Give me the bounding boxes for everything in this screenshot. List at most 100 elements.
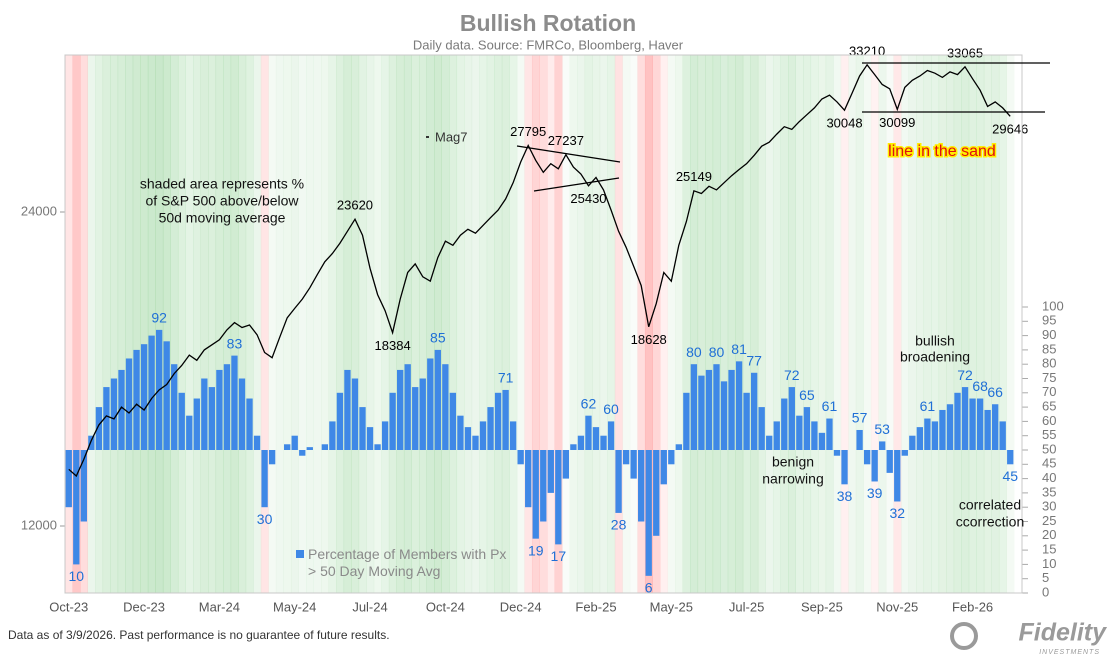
- shading-band: [667, 55, 676, 593]
- bar: [193, 398, 200, 450]
- bar: [939, 409, 946, 450]
- shading-band: [132, 55, 141, 593]
- bar: [95, 407, 103, 450]
- bar: [781, 398, 788, 450]
- shading-band: [788, 55, 796, 593]
- shading-band: [381, 55, 390, 593]
- bar: [969, 398, 976, 450]
- shading-band: [968, 55, 977, 593]
- shading-band: [418, 55, 427, 593]
- y2-tick-label: 90: [1042, 327, 1056, 342]
- shading-band: [772, 55, 781, 593]
- shading-band: [795, 55, 804, 593]
- bar: [660, 450, 667, 485]
- bar: [216, 369, 223, 450]
- x-tick-label: Jul-24: [352, 599, 387, 614]
- bar: [457, 415, 464, 450]
- x-tick-label: Mar-24: [199, 599, 240, 614]
- y2-tick-label: 75: [1042, 370, 1056, 385]
- shading-band: [547, 55, 555, 593]
- shading-band: [953, 55, 962, 593]
- bar: [208, 387, 216, 450]
- bar: [261, 450, 268, 508]
- shading-band: [735, 55, 744, 593]
- shading-band: [486, 55, 495, 593]
- axis-layer: 1200024000051015202530354045505560657075…: [21, 203, 1064, 614]
- bar: [268, 450, 276, 465]
- bar: [344, 369, 351, 450]
- y2-tick-label: 15: [1042, 542, 1056, 557]
- y2-tick-label: 80: [1042, 356, 1056, 371]
- shading-band: [893, 55, 902, 593]
- bar: [374, 444, 381, 450]
- data-label: 18384: [375, 338, 411, 353]
- shading-band: [780, 55, 789, 593]
- bar: [163, 341, 170, 450]
- data-label: 30048: [826, 116, 862, 131]
- bar: [336, 392, 344, 450]
- bar: [871, 450, 878, 482]
- bar: [88, 435, 95, 450]
- shading-band: [306, 55, 314, 593]
- bar: [803, 407, 811, 450]
- data-label: 23620: [337, 198, 373, 213]
- data-label: 77: [746, 352, 762, 368]
- shading-band: [501, 55, 510, 593]
- shading-band: [185, 55, 194, 593]
- bar: [638, 450, 645, 522]
- shading-band: [810, 55, 819, 593]
- shading-band: [434, 55, 442, 593]
- shading-band: [1006, 55, 1015, 593]
- y2-tick-label: 35: [1042, 484, 1056, 499]
- shading-band: [976, 55, 985, 593]
- shading-band: [697, 55, 706, 593]
- data-label: 33210: [849, 43, 885, 58]
- shading-band: [441, 55, 450, 593]
- shading-band: [72, 55, 81, 593]
- shading-band: [110, 55, 119, 593]
- shading-band: [283, 55, 292, 593]
- y2-tick-label: 55: [1042, 427, 1056, 442]
- x-tick-label: May-24: [273, 599, 316, 614]
- bar: [306, 447, 313, 450]
- bar: [946, 404, 954, 450]
- x-tick-label: Feb-26: [952, 599, 993, 614]
- bar: [841, 450, 848, 485]
- shading-band: [245, 55, 254, 593]
- annotation: benign: [772, 454, 814, 470]
- y2-tick-label: 85: [1042, 341, 1056, 356]
- line-layer: [68, 63, 1011, 478]
- shading-band: [742, 55, 751, 593]
- bar: [811, 421, 818, 450]
- shading-band: [215, 55, 224, 593]
- shading-band: [298, 55, 307, 593]
- shading-band: [87, 55, 96, 593]
- bar: [735, 361, 743, 450]
- bar: [1007, 450, 1014, 465]
- bar: [80, 450, 87, 522]
- shading-band: [878, 55, 887, 593]
- x-tick-label: Nov-25: [876, 599, 918, 614]
- shading-band: [238, 55, 247, 593]
- bar: [494, 392, 502, 450]
- data-label: 27795: [510, 124, 546, 139]
- shading-band: [599, 55, 608, 593]
- bar: [901, 450, 908, 456]
- shading-band: [705, 55, 714, 593]
- data-label: 27237: [548, 133, 584, 148]
- shading-band: [998, 55, 1007, 593]
- bar: [366, 427, 374, 450]
- shading-band: [577, 55, 586, 593]
- data-label: 18628: [631, 332, 667, 347]
- shading-band: [961, 55, 970, 593]
- bar: [419, 378, 426, 450]
- bar: [140, 344, 148, 450]
- x-tick-label: Oct-24: [426, 599, 465, 614]
- bar: [186, 415, 193, 450]
- shading-band: [321, 55, 330, 593]
- shading-band: [727, 55, 736, 593]
- bar: [118, 369, 125, 450]
- shading-band: [155, 55, 164, 593]
- shading-band: [750, 55, 759, 593]
